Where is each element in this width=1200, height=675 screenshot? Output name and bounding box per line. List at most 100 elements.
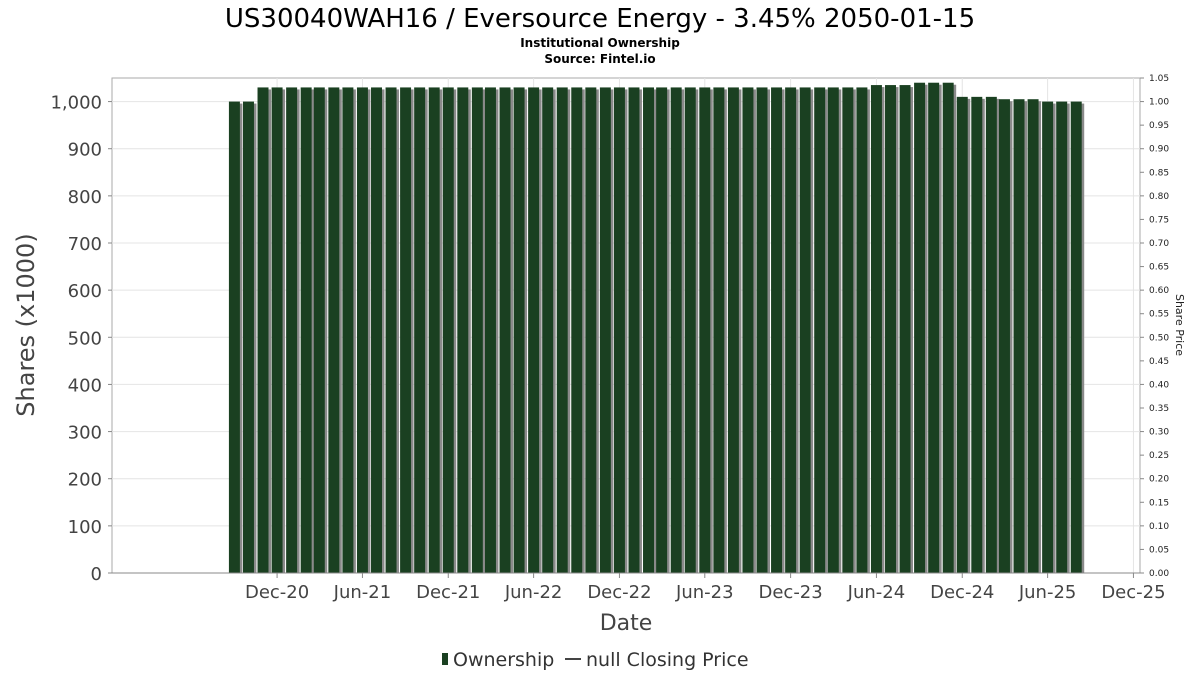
x-axis: Dec-20 Jun-21 Dec-21 Jun-22 Dec-22 Jun-23 Dec-… <box>112 572 1166 603</box>
x-tick-label: Jun-25 <box>1018 582 1077 603</box>
ownership-bar <box>356 87 368 573</box>
y2-tick-label: 0.65 <box>1149 263 1169 273</box>
x-tick-label: Dec-25 <box>1101 582 1165 603</box>
ownership-bar <box>400 87 412 573</box>
x-tick-label: Dec-22 <box>587 582 651 603</box>
x-tick-label: Jun-24 <box>847 582 906 603</box>
legend: Ownership null Closing Price <box>442 649 749 671</box>
ownership-bar <box>1056 101 1068 574</box>
y-tick-label: 200 <box>68 470 102 491</box>
ownership-bar <box>428 87 440 573</box>
ownership-bar <box>971 96 983 573</box>
ownership-bar <box>228 101 240 574</box>
ownership-bar <box>814 87 826 573</box>
y-axis-label: Shares (x1000) <box>12 233 40 416</box>
y2-axis-label: Share Price <box>1173 294 1186 356</box>
ownership-bar <box>300 87 312 573</box>
y2-tick-label: 1.05 <box>1149 74 1169 84</box>
y-tick-label: 1,000 <box>50 93 102 114</box>
y-tick-label: 900 <box>68 140 102 161</box>
ownership-bar <box>756 87 768 573</box>
x-axis-label: Date <box>600 611 653 636</box>
y2-tick-label: 0.15 <box>1149 498 1169 508</box>
ownership-bar <box>1042 101 1054 574</box>
y-tick-label: 800 <box>68 187 102 208</box>
ownership-bar <box>414 87 426 573</box>
legend-ownership-swatch <box>442 653 448 665</box>
ownership-bars <box>228 82 1085 574</box>
chart-subtitle: Institutional Ownership <box>520 36 680 50</box>
ownership-bar <box>457 87 469 573</box>
ownership-bar <box>885 85 896 574</box>
ownership-bar <box>342 87 354 573</box>
ownership-bar <box>257 87 269 573</box>
ownership-bar <box>742 87 754 573</box>
y2-tick-label: 0.45 <box>1149 357 1169 367</box>
y-tick-label: 100 <box>68 517 102 538</box>
chart-title: US30040WAH16 / Eversource Energy - 3.45%… <box>225 4 975 34</box>
ownership-bar <box>613 87 625 573</box>
y-tick-label: 500 <box>68 328 102 349</box>
ownership-bar <box>956 96 968 573</box>
y2-tick-label: 0.00 <box>1149 569 1169 579</box>
ownership-bar <box>799 87 811 573</box>
y2-tick-label: 0.25 <box>1149 451 1169 461</box>
chart-source: Source: Fintel.io <box>544 52 655 66</box>
ownership-bar <box>914 82 926 573</box>
x-tick-label: Jun-22 <box>504 582 563 603</box>
ownership-bar <box>585 87 597 573</box>
ownership-bar <box>1027 99 1039 573</box>
y2-tick-label: 0.75 <box>1149 215 1169 225</box>
ownership-bar <box>727 87 739 573</box>
ownership-bar <box>670 87 682 573</box>
y2-tick-label: 0.30 <box>1149 428 1169 438</box>
ownership-bar <box>571 87 583 573</box>
ownership-bar <box>684 87 696 573</box>
legend-price-label: null Closing Price <box>586 649 749 671</box>
ownership-bar <box>484 87 496 573</box>
ownership-bar <box>771 87 783 573</box>
y2-tick-label: 0.10 <box>1149 522 1169 532</box>
y2-tick-label: 0.40 <box>1149 380 1169 390</box>
ownership-bar <box>371 87 382 573</box>
y2-tick-label: 0.95 <box>1149 121 1169 131</box>
legend-ownership-label: Ownership <box>453 649 554 671</box>
y-axis: 0 100 200 300 400 500 600 700 800 900 1,000 <box>50 93 112 585</box>
y2-tick-label: 0.85 <box>1149 168 1169 178</box>
ownership-bar <box>1070 101 1082 574</box>
ownership-bar <box>998 99 1010 573</box>
ownership-bar <box>856 87 868 573</box>
y-tick-label: 400 <box>68 375 102 396</box>
ownership-bar <box>842 87 854 573</box>
x-tick-label: Dec-23 <box>758 582 822 603</box>
y2-tick-label: 0.80 <box>1149 192 1169 202</box>
ownership-bar <box>1013 99 1025 573</box>
y-tick-label: 700 <box>68 234 102 255</box>
ownership-bar <box>628 87 640 573</box>
y2-tick-label: 0.90 <box>1149 145 1169 155</box>
x-tick-label: Dec-24 <box>930 582 994 603</box>
ownership-bar <box>928 82 940 573</box>
x-tick-label: Jun-23 <box>675 582 734 603</box>
ownership-bar <box>499 87 511 573</box>
y2-tick-label: 0.35 <box>1149 404 1169 414</box>
ownership-bar <box>513 87 525 573</box>
ownership-bar <box>471 87 483 573</box>
x-tick-label: Dec-20 <box>245 582 309 603</box>
ownership-bar <box>542 87 554 573</box>
ownership-bar <box>699 87 711 573</box>
ownership-bar <box>599 87 611 573</box>
y-tick-label: 600 <box>68 281 102 302</box>
ownership-bar <box>313 87 325 573</box>
ownership-bar <box>242 101 254 574</box>
y2-tick-label: 0.60 <box>1149 286 1169 296</box>
ownership-bar <box>713 87 725 573</box>
ownership-bar <box>528 87 540 573</box>
ownership-bar <box>785 87 797 573</box>
ownership-bar <box>985 96 997 573</box>
y2-tick-label: 0.50 <box>1149 333 1169 343</box>
y2-axis: 0.00 0.05 0.10 0.15 0.20 0.25 0.30 0.35 0.40 0.45… <box>1140 74 1169 579</box>
ownership-bar <box>942 82 954 573</box>
ownership-bar <box>656 87 668 573</box>
